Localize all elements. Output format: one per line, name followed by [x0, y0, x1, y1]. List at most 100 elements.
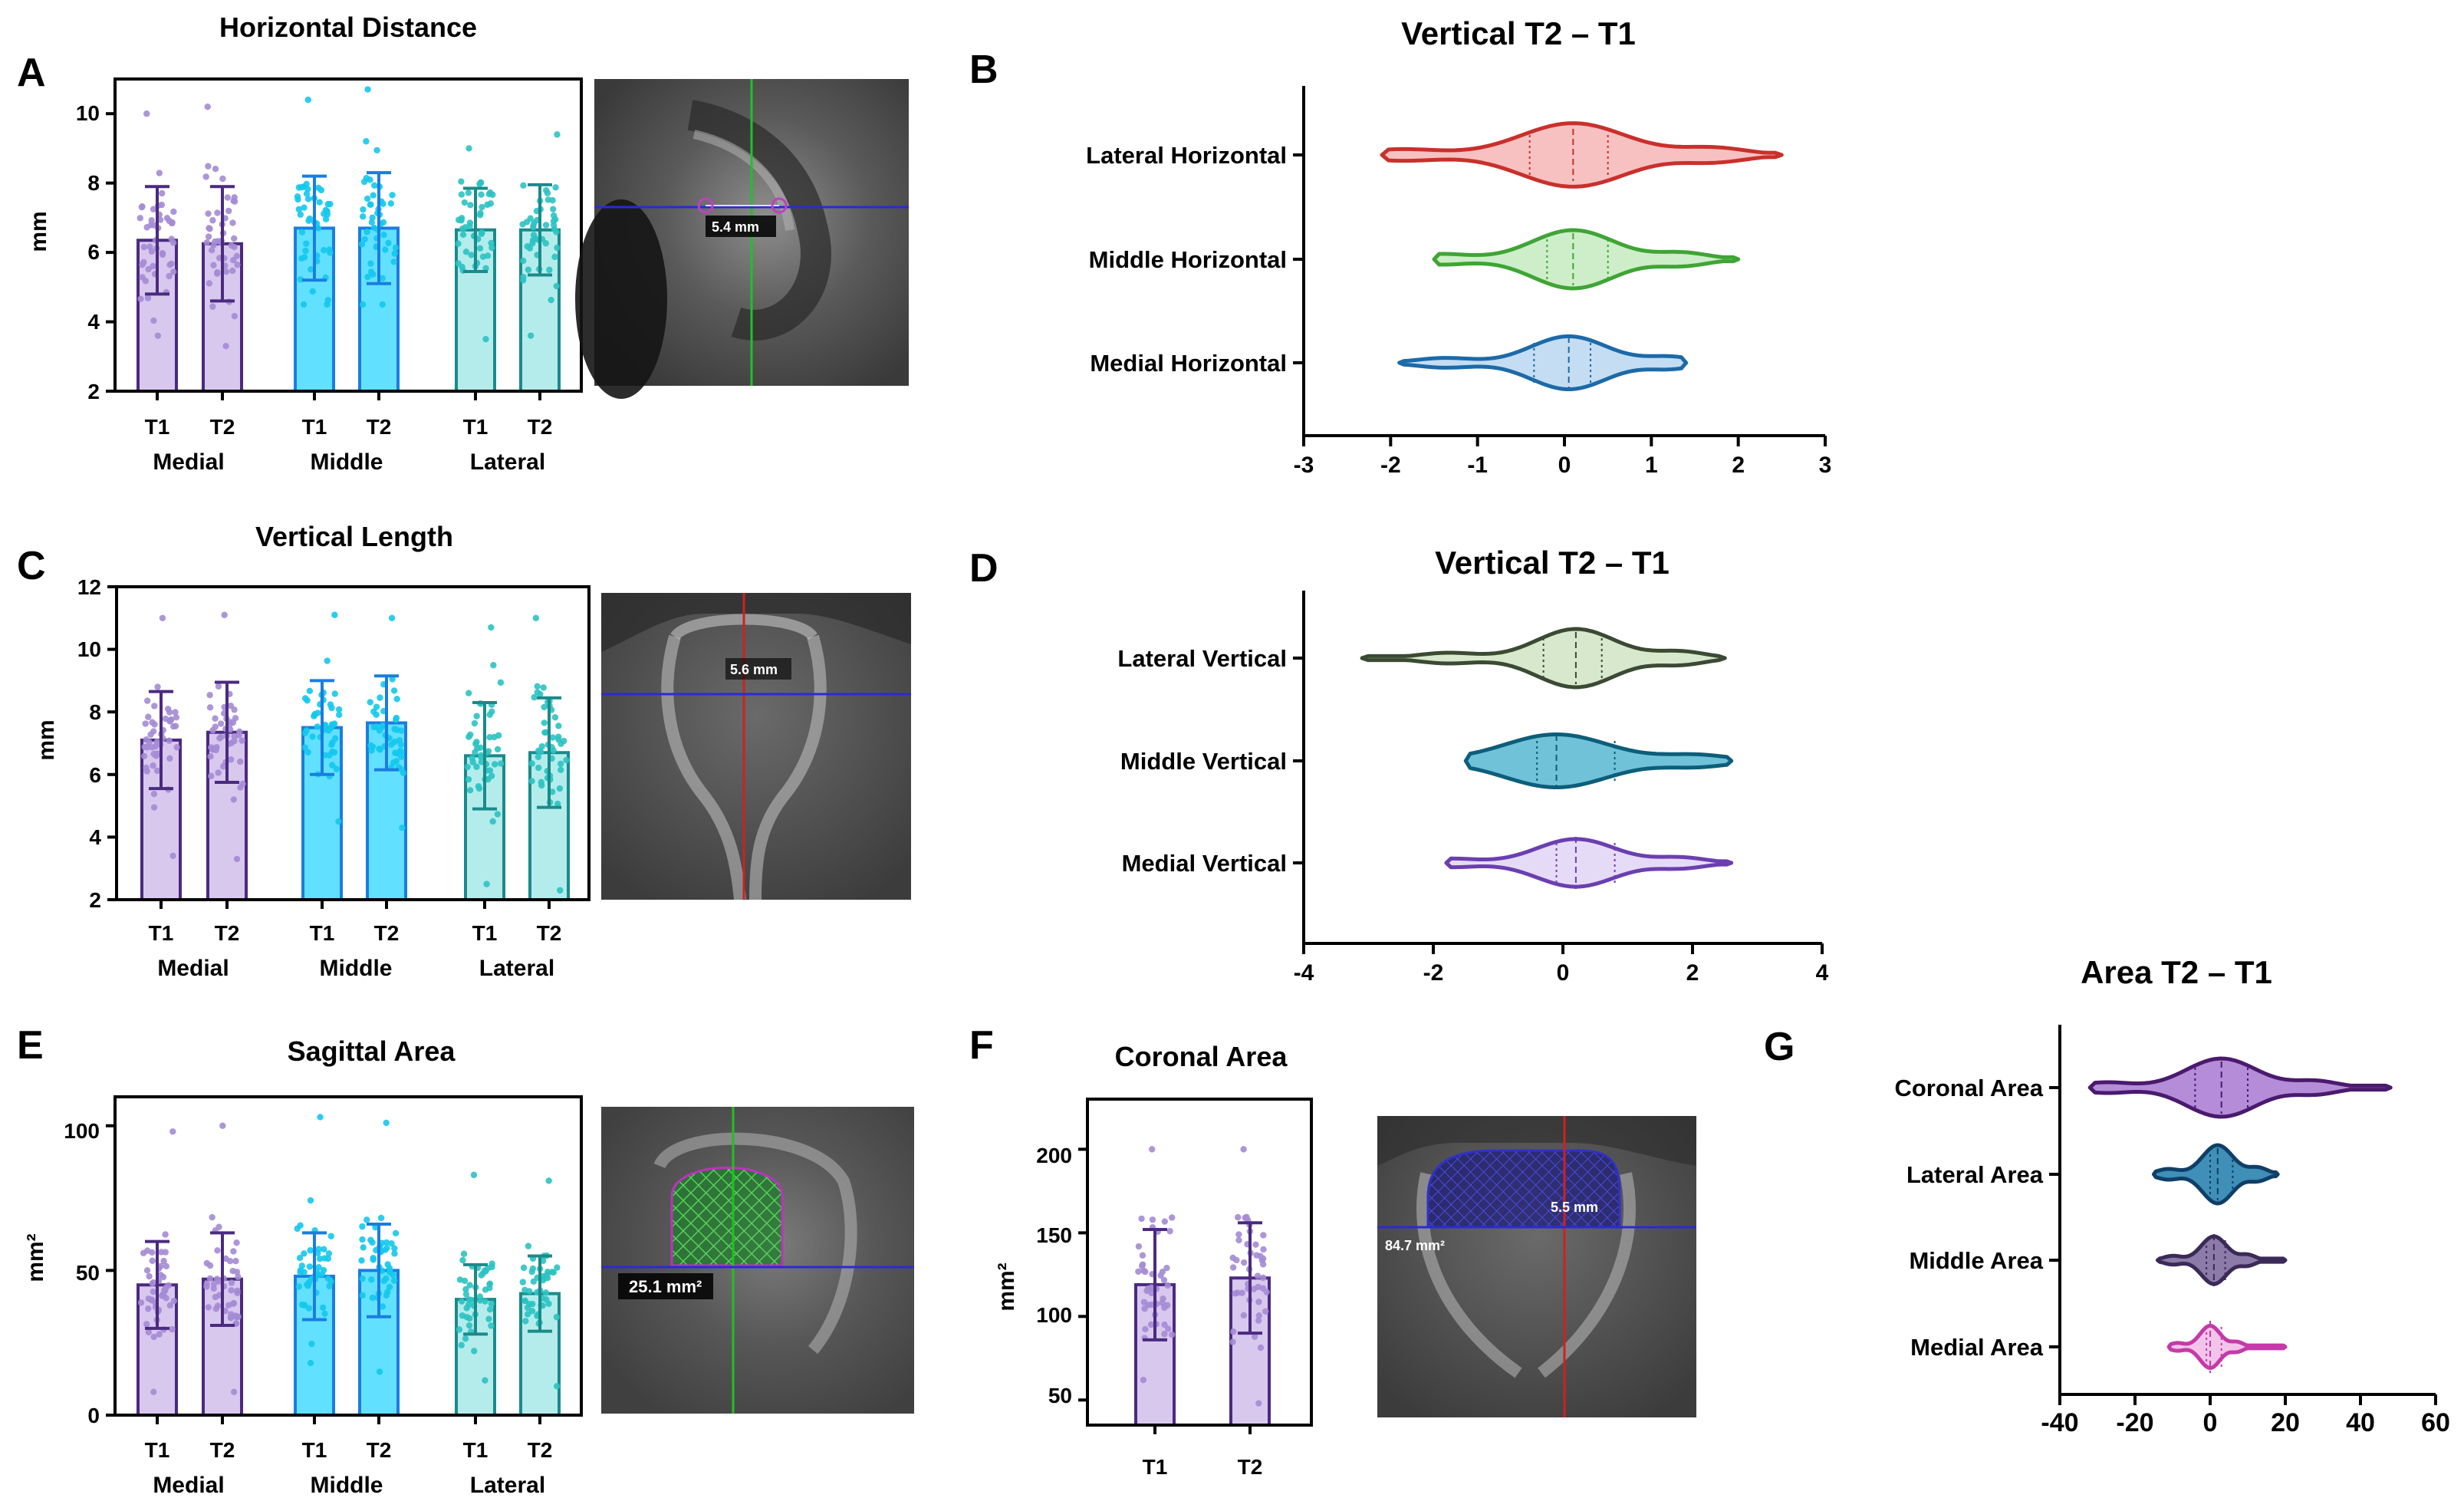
- data-point: [382, 246, 389, 253]
- group-label-lateral: Lateral: [470, 1473, 545, 1498]
- data-point: [519, 1279, 526, 1286]
- data-point: [553, 1313, 561, 1321]
- data-point: [359, 301, 367, 308]
- data-point: [319, 1304, 327, 1312]
- data-point: [554, 800, 561, 808]
- x-tick-label: 2: [1732, 453, 1745, 478]
- x-bar-label: T2: [367, 1438, 392, 1462]
- x-bar-label: T2: [528, 415, 553, 439]
- ct-bone-edge: [692, 130, 794, 231]
- data-point: [482, 335, 489, 343]
- data-point: [478, 754, 485, 761]
- ct-image-vertical: 5.6 mm: [601, 593, 911, 900]
- data-point: [305, 1279, 313, 1286]
- panel-e-title: Sagittal Area: [288, 1035, 456, 1067]
- data-point: [229, 267, 236, 275]
- data-point: [387, 200, 395, 207]
- data-point: [1232, 1290, 1239, 1297]
- data-point: [150, 762, 156, 769]
- data-point: [519, 277, 527, 284]
- data-point: [461, 199, 469, 206]
- data-point: [335, 818, 342, 825]
- data-point: [398, 766, 405, 773]
- data-point: [154, 332, 162, 339]
- data-point: [376, 1368, 383, 1375]
- data-point: [169, 239, 177, 246]
- data-point: [206, 225, 212, 232]
- data-point: [482, 1298, 489, 1305]
- data-point: [1147, 1321, 1155, 1328]
- category-label: Lateral Horizontal: [1086, 142, 1287, 169]
- data-point: [476, 1297, 484, 1304]
- data-point: [455, 240, 462, 247]
- data-point: [327, 1233, 334, 1239]
- plot-frame: [113, 77, 583, 393]
- data-point: [479, 253, 487, 260]
- group-label-middle: Middle: [311, 1473, 383, 1498]
- data-point: [327, 200, 334, 208]
- data-point: [159, 189, 166, 197]
- data-point: [1240, 1312, 1248, 1319]
- data-point: [1135, 1268, 1142, 1276]
- data-point: [462, 1286, 469, 1293]
- ct-dark-region: [1377, 1116, 1696, 1166]
- y-tick-label: 6: [89, 763, 101, 787]
- data-point: [1255, 1400, 1262, 1407]
- data-point: [145, 713, 152, 720]
- data-point: [359, 1292, 366, 1299]
- data-point: [542, 222, 550, 229]
- data-point: [359, 1275, 366, 1282]
- x-tick-label: 0: [2203, 1408, 2218, 1437]
- data-point: [1161, 1331, 1168, 1338]
- data-point: [327, 249, 334, 256]
- data-point: [215, 238, 222, 245]
- panel-f-title: Coronal Area: [1115, 1041, 1288, 1072]
- data-point: [459, 1256, 466, 1264]
- y-tick-label: 150: [1036, 1223, 1072, 1247]
- data-point: [298, 229, 306, 235]
- panel-letter-b: B: [969, 48, 998, 92]
- data-point: [465, 145, 472, 152]
- data-point: [234, 1287, 241, 1295]
- data-point: [297, 276, 304, 283]
- data-point: [209, 726, 216, 734]
- data-point: [458, 178, 465, 185]
- data-point: [143, 110, 150, 117]
- category-label: Medial Horizontal: [1090, 350, 1287, 377]
- data-point: [491, 733, 498, 741]
- data-point: [486, 733, 493, 741]
- data-point: [488, 1300, 495, 1307]
- data-point: [528, 760, 535, 767]
- x-bar-label: T1: [302, 415, 327, 439]
- data-point: [471, 719, 479, 727]
- data-point: [303, 240, 310, 247]
- data-point: [394, 750, 401, 757]
- data-point: [1255, 1312, 1262, 1319]
- data-point: [528, 1308, 536, 1315]
- data-point: [149, 719, 156, 726]
- group-label-lateral: Lateral: [479, 956, 554, 981]
- data-point: [146, 1272, 153, 1280]
- x-tick-label: -3: [1294, 453, 1314, 478]
- data-point: [486, 1306, 494, 1313]
- x-bar-label: T1: [145, 415, 170, 439]
- data-point: [1257, 1344, 1265, 1351]
- data-point: [156, 1331, 163, 1338]
- data-point: [359, 213, 367, 220]
- coronal-area-chart: mm² 200 150 100 50 T1 T2: [994, 1098, 1313, 1479]
- data-point: [527, 332, 535, 339]
- data-point: [371, 182, 378, 189]
- x-tick-label: 60: [2421, 1408, 2450, 1437]
- data-point: [489, 244, 495, 252]
- ct-dark-region: [575, 199, 667, 399]
- data-point: [550, 206, 557, 212]
- data-point: [1259, 1274, 1267, 1282]
- data-point: [379, 1303, 387, 1310]
- data-point: [231, 313, 239, 320]
- data-point: [317, 1114, 324, 1121]
- category-label: Middle Area: [1909, 1247, 2043, 1274]
- x-bar-label: T1: [463, 415, 489, 439]
- data-point: [367, 268, 375, 275]
- vertical-diff-violin-chart: Lateral Vertical Middle Vertical Medial Ve…: [1117, 591, 1829, 986]
- group-label-lateral: Lateral: [470, 449, 545, 475]
